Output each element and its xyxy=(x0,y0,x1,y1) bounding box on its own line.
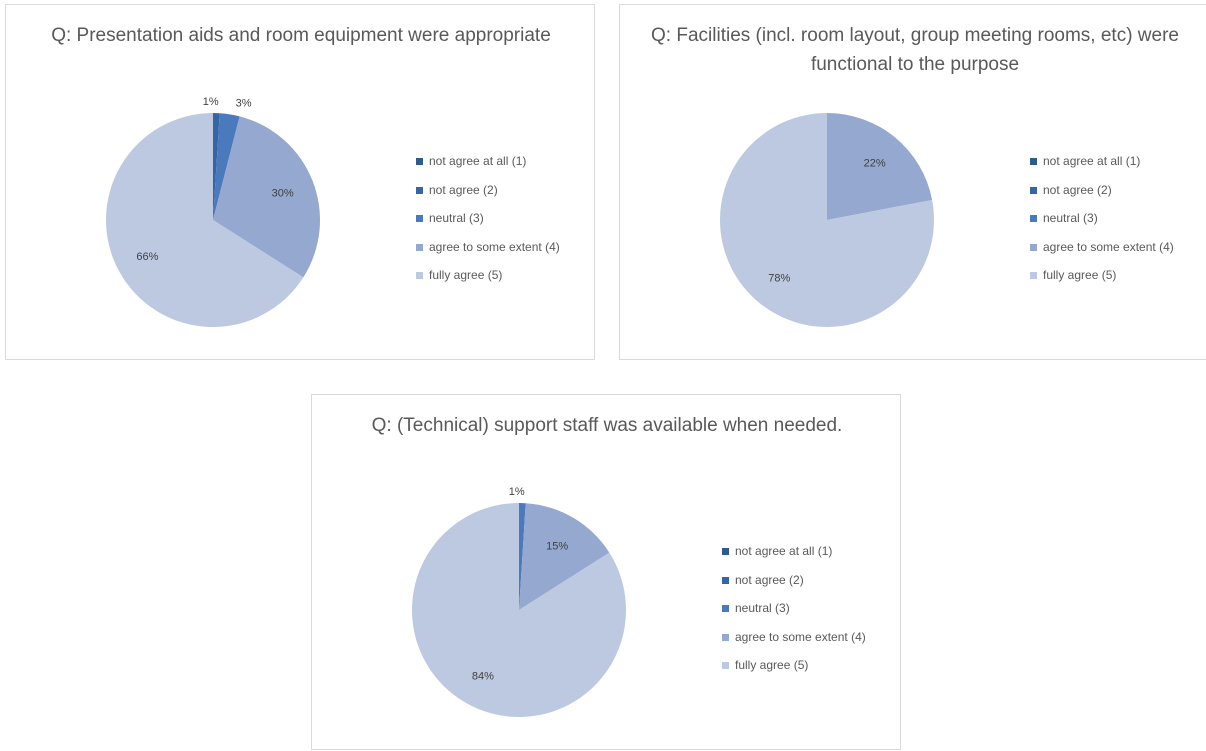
legend-label: agree to some extent (4) xyxy=(735,629,866,644)
chart-title: Q: Facilities (incl. room layout, group … xyxy=(651,25,1179,75)
legend-swatch xyxy=(416,186,423,194)
legend: not agree at all (1) not agree (2) neutr… xyxy=(722,544,866,687)
legend-swatch xyxy=(416,243,423,251)
pie-chart: 1% 3% 30% 66% xyxy=(105,96,320,328)
pie-slice xyxy=(105,113,304,328)
legend-item: fully agree (5) xyxy=(722,658,866,687)
legend: not agree at all (1) not agree (2) neutr… xyxy=(416,154,560,297)
pie-slice xyxy=(519,503,526,610)
legend-item: not agree at all (1) xyxy=(1030,154,1174,183)
data-label: 30% xyxy=(272,187,294,199)
legend-label: neutral (3) xyxy=(429,211,484,225)
legend-swatch xyxy=(1030,158,1037,165)
legend-swatch xyxy=(416,215,423,222)
pie-chart: 1% 15% 84% xyxy=(411,486,626,717)
data-label: 78% xyxy=(768,273,790,285)
legend-label: not agree (2) xyxy=(1043,182,1112,197)
pie-slice xyxy=(411,503,626,717)
pie-slice xyxy=(213,112,220,220)
legend-swatch xyxy=(416,272,423,279)
legend-label: fully agree (5) xyxy=(429,268,503,282)
pie-slice xyxy=(213,113,240,220)
legend-label: not agree (2) xyxy=(735,572,804,587)
legend-swatch xyxy=(722,576,729,584)
legend: not agree at all (1) not agree (2) neutr… xyxy=(1030,154,1174,297)
data-label: 1% xyxy=(509,486,525,498)
pie-chart: 22% 78% xyxy=(719,113,934,328)
legend-item: not agree (2) xyxy=(416,183,560,212)
legend-swatch xyxy=(1030,215,1037,222)
legend-label: agree to some extent (4) xyxy=(429,239,560,254)
legend-item: fully agree (5) xyxy=(416,268,560,297)
chart-panel-presentation-aids: Q: Presentation aids and room equipment … xyxy=(5,4,595,360)
chart-title: Q: (Technical) support staff was availab… xyxy=(371,415,843,436)
legend-swatch xyxy=(1030,243,1037,251)
legend-item: fully agree (5) xyxy=(1030,268,1174,297)
pie-slice xyxy=(827,113,933,220)
legend-swatch xyxy=(416,158,423,165)
data-label: 1% xyxy=(203,96,219,108)
legend-label: not agree at all (1) xyxy=(429,154,527,168)
legend-label: not agree (2) xyxy=(429,182,498,197)
pie-slice xyxy=(519,503,610,610)
legend-item: agree to some extent (4) xyxy=(416,240,560,269)
pie-slice xyxy=(719,113,934,328)
legend-label: neutral (3) xyxy=(1043,211,1098,225)
legend-item: not agree (2) xyxy=(722,573,866,602)
legend-swatch xyxy=(722,548,729,555)
data-label: 66% xyxy=(136,251,158,263)
legend-swatch xyxy=(722,605,729,612)
legend-item: not agree at all (1) xyxy=(416,154,560,183)
legend-item: not agree (2) xyxy=(1030,183,1174,212)
legend-item: agree to some extent (4) xyxy=(1030,240,1174,269)
legend-label: neutral (3) xyxy=(735,601,790,615)
chart-panel-facilities: Q: Facilities (incl. room layout, group … xyxy=(619,4,1206,360)
legend-label: not agree at all (1) xyxy=(1043,154,1141,168)
legend-label: not agree at all (1) xyxy=(735,544,833,558)
legend-item: agree to some extent (4) xyxy=(722,630,866,659)
legend-item: neutral (3) xyxy=(722,601,866,630)
data-label: 3% xyxy=(236,98,252,110)
chart-title: Q: Presentation aids and room equipment … xyxy=(51,25,551,46)
chart-panel-support-staff: Q: (Technical) support staff was availab… xyxy=(311,394,901,750)
pie-slice xyxy=(213,116,320,278)
legend-swatch xyxy=(1030,186,1037,194)
legend-item: not agree at all (1) xyxy=(722,544,866,573)
legend-label: agree to some extent (4) xyxy=(1043,239,1174,254)
legend-swatch xyxy=(1030,272,1037,279)
data-label: 15% xyxy=(546,541,568,553)
legend-item: neutral (3) xyxy=(1030,211,1174,240)
data-label: 84% xyxy=(472,671,494,683)
legend-label: fully agree (5) xyxy=(735,658,809,672)
legend-item: neutral (3) xyxy=(416,211,560,240)
data-label: 22% xyxy=(864,157,886,169)
legend-swatch xyxy=(722,633,729,641)
legend-swatch xyxy=(722,662,729,669)
legend-label: fully agree (5) xyxy=(1043,268,1117,282)
